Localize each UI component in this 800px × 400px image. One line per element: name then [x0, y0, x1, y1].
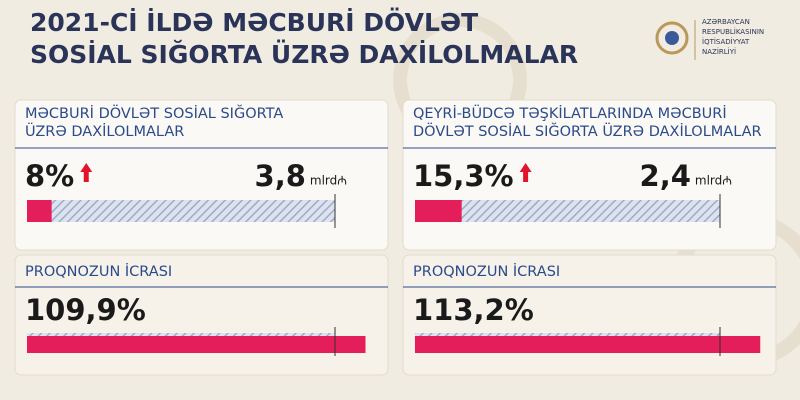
amount: 3,8: [255, 159, 306, 193]
forecast-label: 109,9%: [25, 293, 146, 327]
bar: [415, 200, 462, 222]
up-arrow: [519, 163, 532, 182]
title-line: 2021-Cİ İLDƏ MƏCBURİ DÖVLƏT: [30, 7, 478, 37]
panel-heading: ÜZRƏ DAXİLOLMALAR: [25, 122, 184, 140]
logo: [655, 20, 696, 60]
logo-text: İQTİSADİYYAT: [702, 37, 750, 46]
bar: [415, 336, 761, 353]
logo-text: NAZİRLİYİ: [702, 47, 736, 56]
logo-text: RESPUBLİKASININ: [702, 27, 764, 36]
track: [27, 200, 335, 222]
up-arrow: [80, 163, 93, 182]
growth-label: 8%: [25, 159, 74, 193]
forecast-label: 113,2%: [413, 293, 534, 327]
growth-label: 15,3%: [413, 159, 514, 193]
panel-heading: DÖVLƏT SOSİAL SIĞORTA ÜZRƏ DAXİLOLMALAR: [413, 122, 762, 140]
bar: [27, 200, 52, 222]
unit: mlrd₼: [310, 174, 347, 188]
unit: mlrd₼: [695, 174, 732, 188]
panel-heading: QEYRİ-BÜDCƏ TƏŞKİLATLARINDA MƏCBURİ: [413, 104, 727, 122]
bar: [27, 336, 366, 353]
title-line: SOSİAL SIĞORTA ÜZRƏ DAXİLOLMALAR: [30, 39, 578, 69]
panel-heading: MƏCBURİ DÖVLƏT SOSİAL SIĞORTA: [25, 104, 283, 122]
track: [415, 200, 720, 222]
logo-text: AZƏRBAYCAN: [702, 18, 750, 26]
panel-heading: PROQNOZUN İCRASI: [25, 262, 172, 280]
amount: 2,4: [640, 159, 691, 193]
panel-heading: PROQNOZUN İCRASI: [413, 262, 560, 280]
